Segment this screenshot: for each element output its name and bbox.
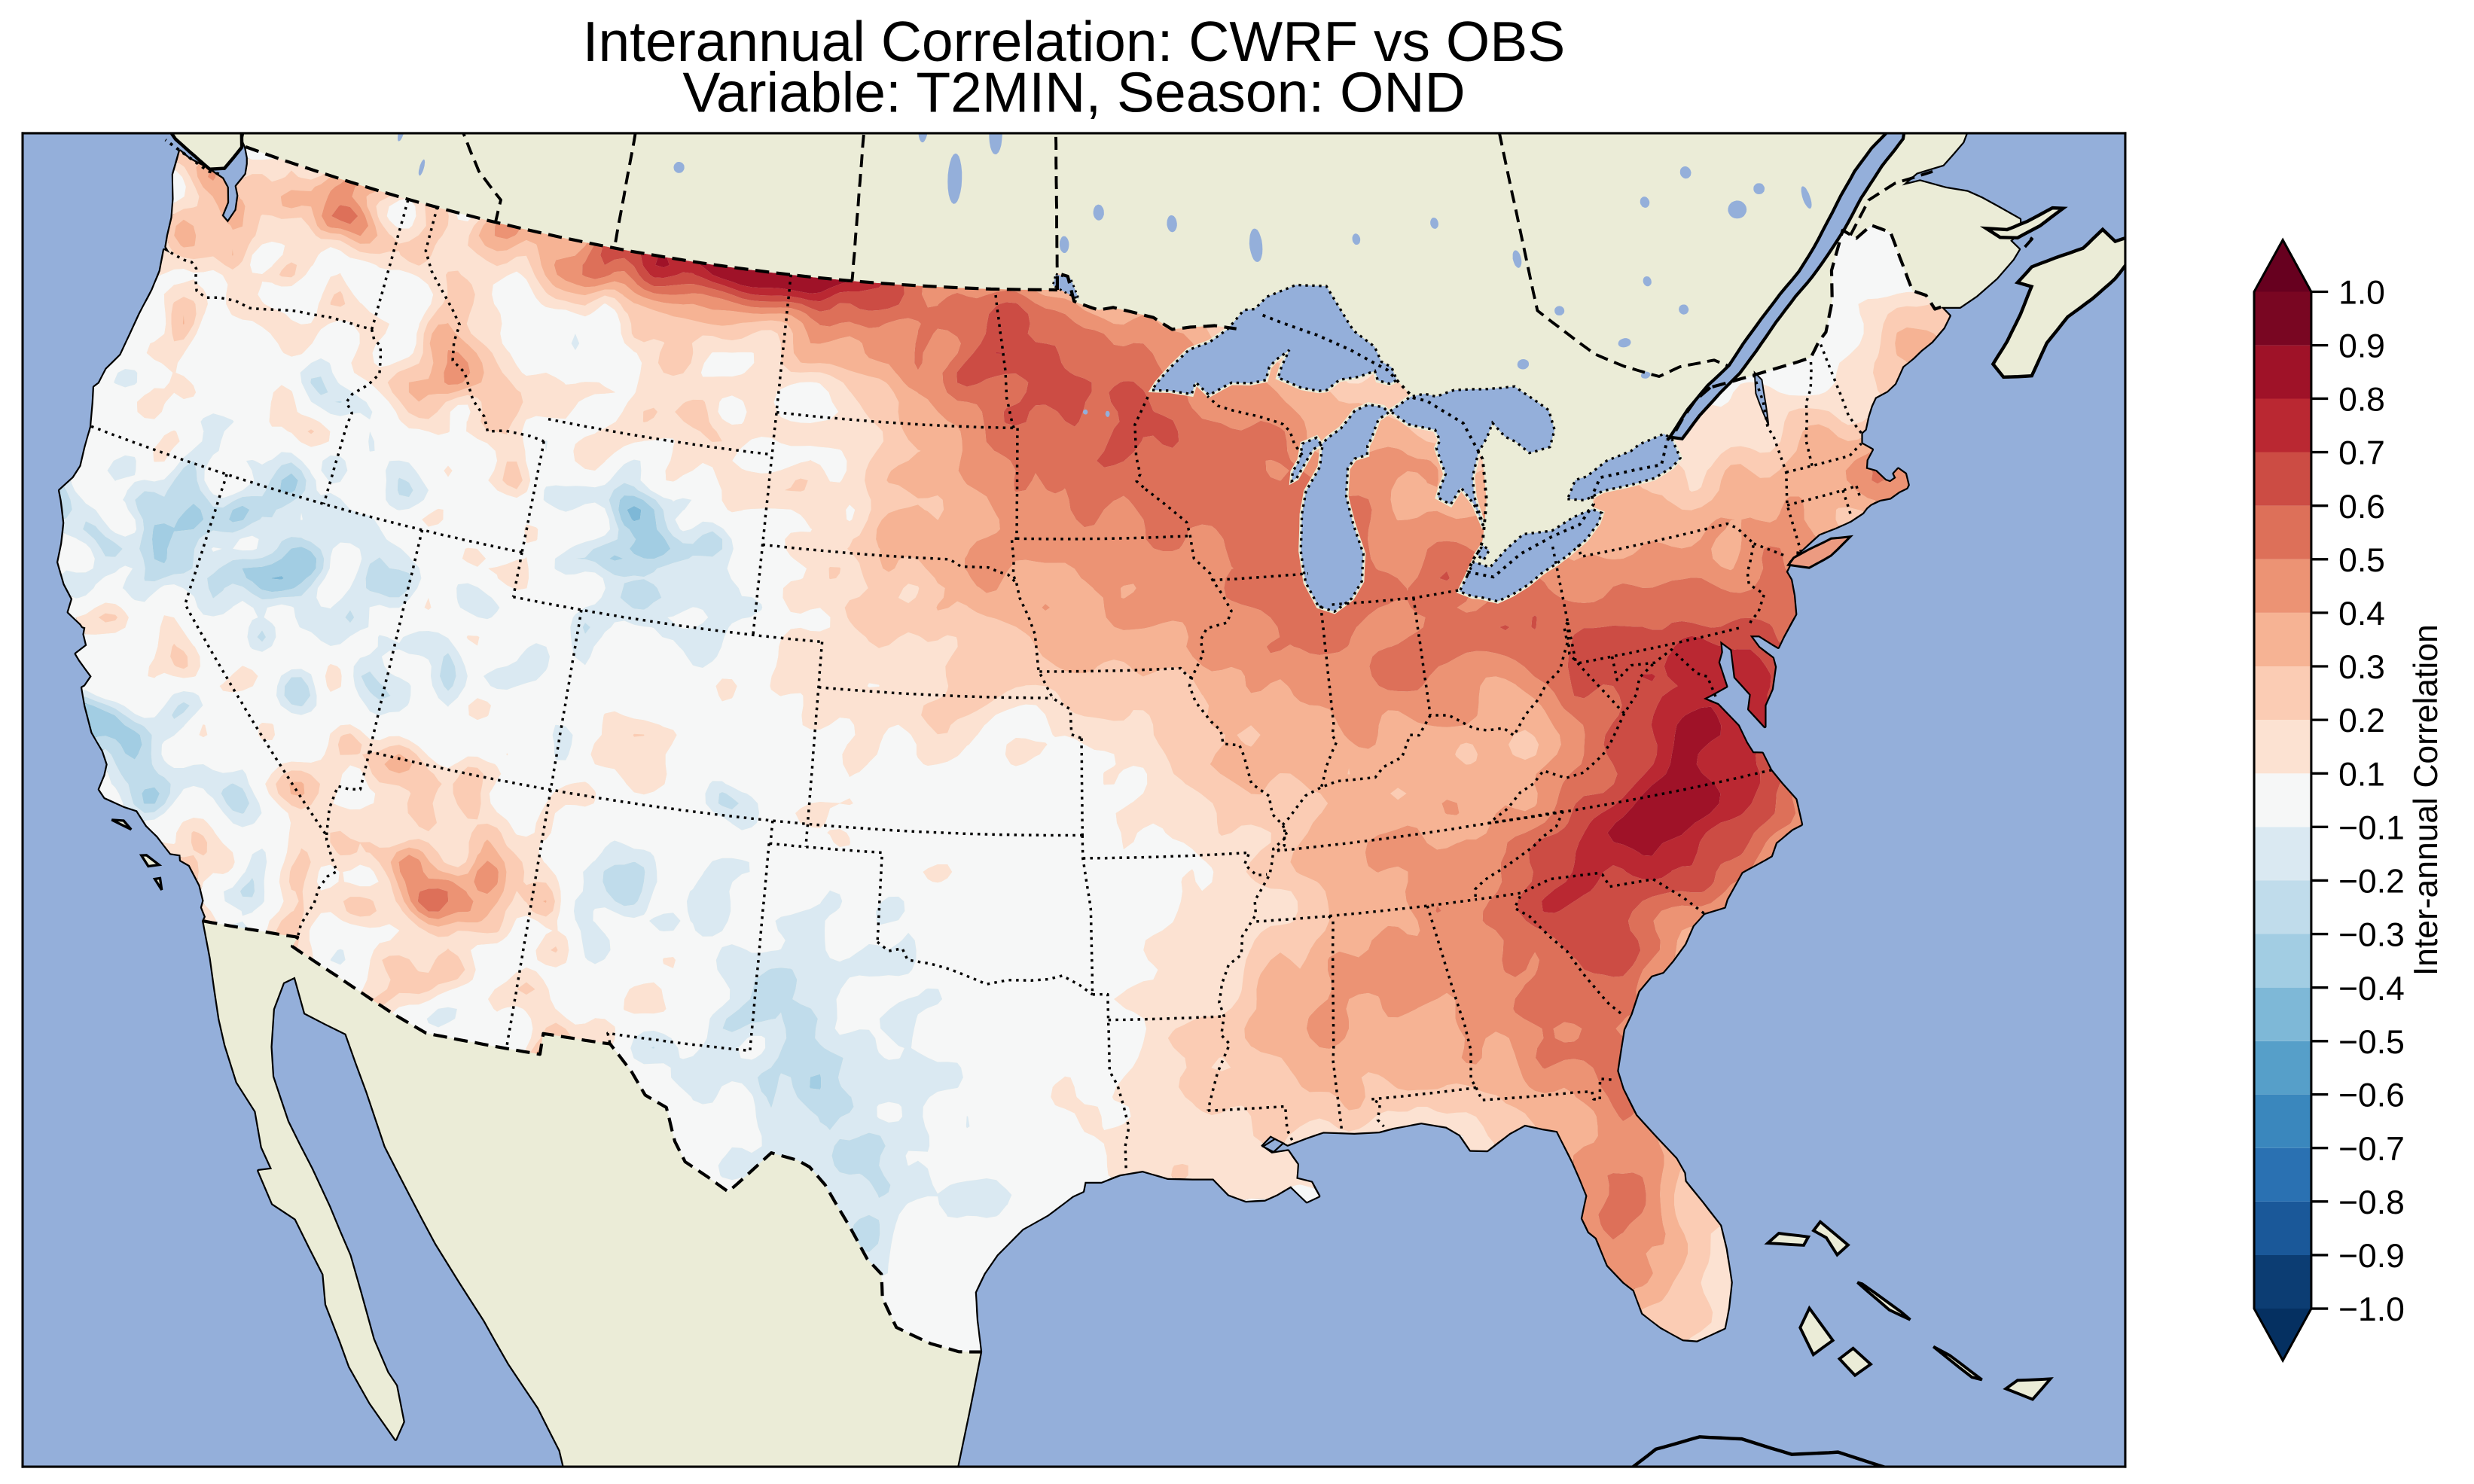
svg-text:−0.3: −0.3: [2338, 917, 2405, 954]
svg-text:0.1: 0.1: [2338, 756, 2385, 793]
svg-text:Variable: T2MIN, Season: OND: Variable: T2MIN, Season: OND: [682, 60, 1465, 123]
svg-text:0.8: 0.8: [2338, 382, 2385, 419]
svg-text:−1.0: −1.0: [2338, 1291, 2405, 1328]
svg-text:0.6: 0.6: [2338, 489, 2385, 526]
svg-text:−0.6: −0.6: [2338, 1077, 2405, 1114]
svg-text:−0.4: −0.4: [2338, 971, 2405, 1007]
svg-text:0.9: 0.9: [2338, 328, 2385, 364]
svg-text:−0.7: −0.7: [2338, 1131, 2405, 1168]
svg-text:−0.2: −0.2: [2338, 864, 2405, 900]
svg-text:Interannual Correlation: CWRF: Interannual Correlation: CWRF vs OBS: [583, 10, 1566, 73]
svg-text:−0.1: −0.1: [2338, 809, 2405, 846]
svg-text:0.3: 0.3: [2338, 649, 2385, 686]
svg-text:−0.8: −0.8: [2338, 1184, 2405, 1221]
svg-text:Inter-annual Correlation: Inter-annual Correlation: [2408, 624, 2445, 976]
svg-text:−0.9: −0.9: [2338, 1238, 2405, 1275]
svg-text:1.0: 1.0: [2338, 275, 2385, 312]
svg-text:0.4: 0.4: [2338, 596, 2385, 632]
svg-text:0.5: 0.5: [2338, 542, 2385, 579]
svg-text:−0.5: −0.5: [2338, 1024, 2405, 1061]
svg-text:0.7: 0.7: [2338, 435, 2385, 472]
svg-text:0.2: 0.2: [2338, 702, 2385, 739]
